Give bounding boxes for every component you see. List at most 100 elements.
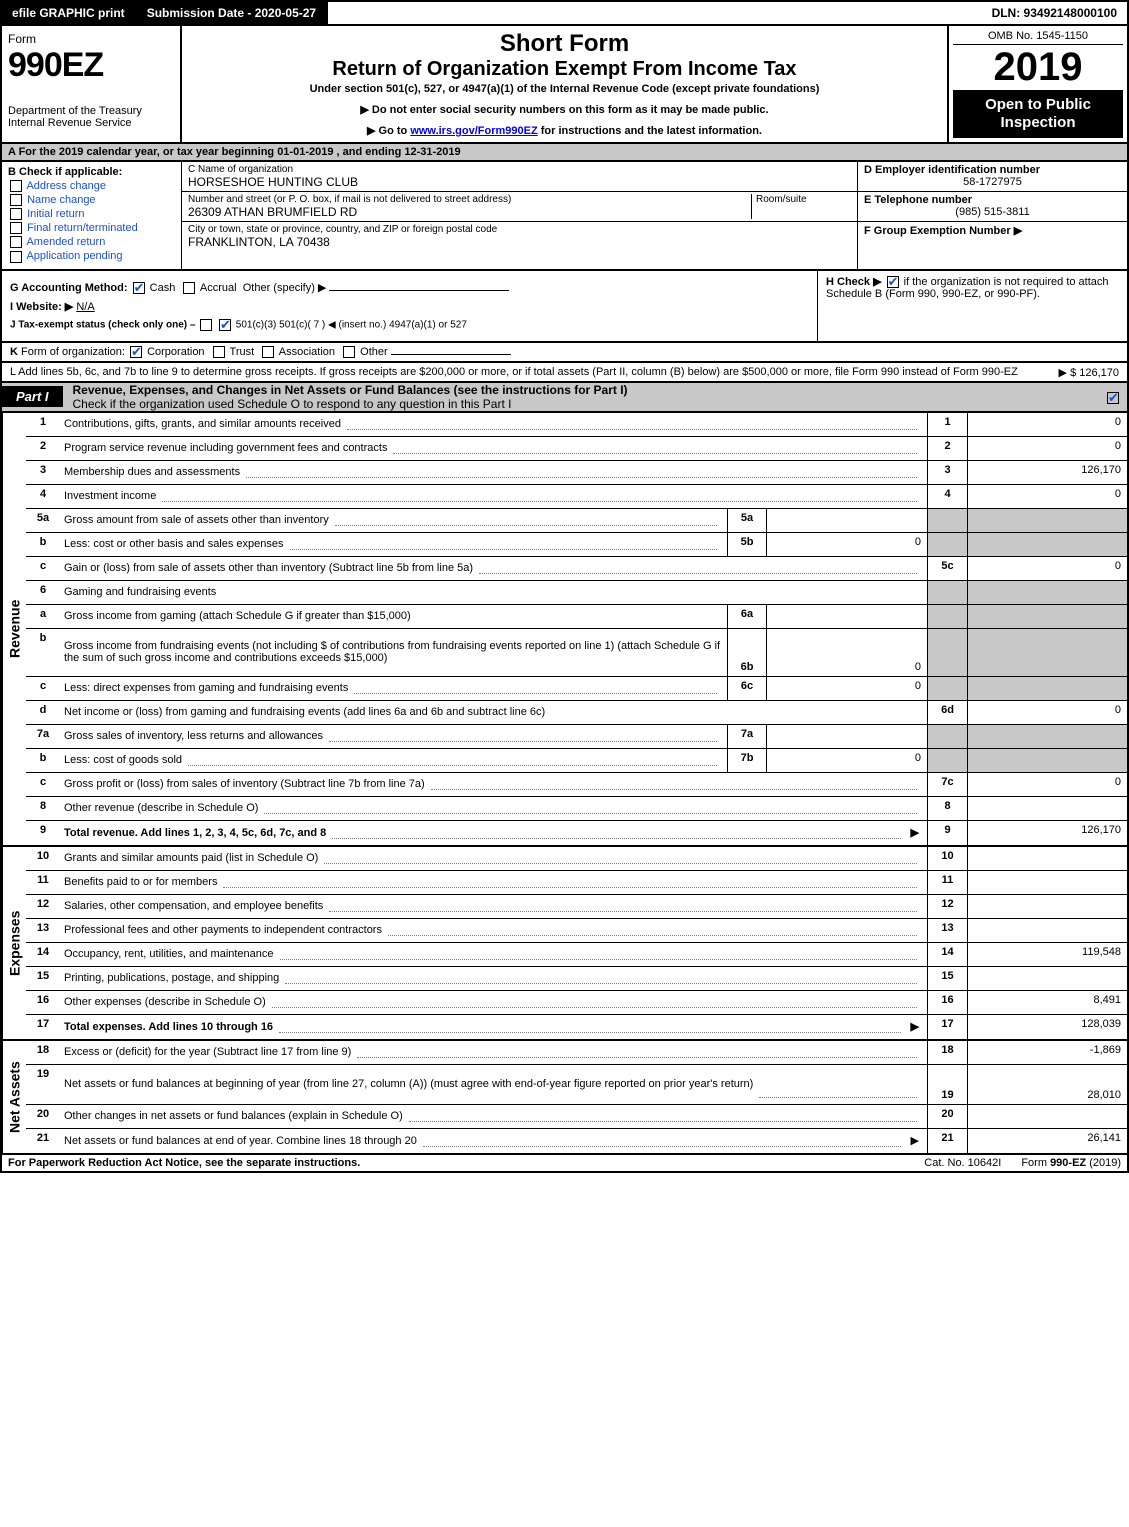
- chk-initial-return[interactable]: Initial return: [8, 208, 175, 220]
- r1-num: 1: [26, 413, 60, 436]
- r5c-rn: 5c: [927, 557, 967, 580]
- chk-amended-return[interactable]: Amended return: [8, 236, 175, 248]
- r6-num: 6: [26, 581, 60, 604]
- row-l: L Add lines 5b, 6c, and 7b to line 9 to …: [0, 363, 1129, 383]
- chk-501c[interactable]: [219, 319, 231, 331]
- r14-num: 14: [26, 943, 60, 966]
- row-13: 13 Professional fees and other payments …: [26, 919, 1127, 943]
- e-tel-value: (985) 515-3811: [864, 206, 1121, 218]
- r8-rn: 8: [927, 797, 967, 820]
- warning-line-1: ▶ Do not enter social security numbers o…: [190, 103, 939, 116]
- r7a-mv: [767, 725, 927, 748]
- g-accounting-line: G Accounting Method: Cash Accrual Other …: [10, 281, 809, 294]
- chk-501c3[interactable]: [200, 319, 212, 331]
- row-7c: c Gross profit or (loss) from sales of i…: [26, 773, 1127, 797]
- r6a-desc: Gross income from gaming (attach Schedul…: [60, 605, 727, 628]
- r6b-rv: [967, 629, 1127, 676]
- j-opts: 501(c)(3) 501(c)( 7 ) ◀ (insert no.) 494…: [236, 319, 467, 330]
- r5b-mn: 5b: [727, 533, 767, 556]
- chk-trust[interactable]: [213, 346, 225, 358]
- chk-application-pending[interactable]: Application pending: [8, 250, 175, 262]
- expenses-body: 10 Grants and similar amounts paid (list…: [26, 847, 1127, 1039]
- r6b-mv: 0: [767, 629, 927, 676]
- e-tel-row: E Telephone number (985) 515-3811: [858, 192, 1127, 222]
- chk-association[interactable]: [262, 346, 274, 358]
- chk-final-return-label: Final return/terminated: [27, 222, 138, 234]
- r7a-desc: Gross sales of inventory, less returns a…: [60, 725, 727, 748]
- row-3: 3 Membership dues and assessments 3 126,…: [26, 461, 1127, 485]
- r5a-num: 5a: [26, 509, 60, 532]
- r7c-desc: Gross profit or (loss) from sales of inv…: [60, 773, 927, 796]
- r3-num: 3: [26, 461, 60, 484]
- r3-rn: 3: [927, 461, 967, 484]
- r7b-mv: 0: [767, 749, 927, 772]
- chk-other-org[interactable]: [343, 346, 355, 358]
- r11-rn: 11: [927, 871, 967, 894]
- r21-desc: Net assets or fund balances at end of ye…: [60, 1129, 927, 1153]
- r7c-rn: 7c: [927, 773, 967, 796]
- r17-desc: Total expenses. Add lines 10 through 16▶: [60, 1015, 927, 1039]
- r12-desc: Salaries, other compensation, and employ…: [60, 895, 927, 918]
- r6b-num: b: [26, 629, 60, 676]
- c-city-value: FRANKLINTON, LA 70438: [188, 235, 851, 249]
- part-1-sub: Check if the organization used Schedule …: [73, 397, 512, 411]
- chk-cash[interactable]: [133, 282, 145, 294]
- block-ghij: G Accounting Method: Cash Accrual Other …: [0, 271, 1129, 343]
- submission-date-button[interactable]: Submission Date - 2020-05-27: [137, 2, 328, 24]
- r6d-desc: Net income or (loss) from gaming and fun…: [60, 701, 927, 724]
- r19-desc: Net assets or fund balances at beginning…: [60, 1065, 927, 1104]
- form-number: 990EZ: [8, 46, 174, 85]
- chk-schedule-o[interactable]: [1107, 392, 1119, 404]
- row-a-tax-year: A For the 2019 calendar year, or tax yea…: [0, 144, 1129, 162]
- efile-print-button[interactable]: efile GRAPHIC print: [2, 2, 137, 24]
- chk-address-change[interactable]: Address change: [8, 180, 175, 192]
- r5a-mn: 5a: [727, 509, 767, 532]
- row-7b: b Less: cost of goods sold 7b 0: [26, 749, 1127, 773]
- chk-accrual[interactable]: [183, 282, 195, 294]
- r8-rv: [967, 797, 1127, 820]
- chk-name-change[interactable]: Name change: [8, 194, 175, 206]
- chk-schedule-b[interactable]: [887, 276, 899, 288]
- g-label: G Accounting Method:: [10, 282, 128, 294]
- r7b-rv: [967, 749, 1127, 772]
- form-header-center: Short Form Return of Organization Exempt…: [182, 26, 947, 142]
- r16-rn: 16: [927, 991, 967, 1014]
- r11-desc: Benefits paid to or for members: [60, 871, 927, 894]
- c-name-label: C Name of organization: [188, 164, 851, 175]
- netassets-table: Net Assets 18 Excess or (deficit) for th…: [0, 1041, 1129, 1155]
- irs-link[interactable]: www.irs.gov/Form990EZ: [410, 125, 537, 137]
- r14-desc: Occupancy, rent, utilities, and maintena…: [60, 943, 927, 966]
- r6-desc: Gaming and fundraising events: [60, 581, 927, 604]
- r7c-num: c: [26, 773, 60, 796]
- row-7a: 7a Gross sales of inventory, less return…: [26, 725, 1127, 749]
- row-10: 10 Grants and similar amounts paid (list…: [26, 847, 1127, 871]
- form-word: Form: [8, 32, 174, 46]
- r20-desc: Other changes in net assets or fund bala…: [60, 1105, 927, 1128]
- r10-desc: Grants and similar amounts paid (list in…: [60, 847, 927, 870]
- other-org-field[interactable]: [391, 354, 511, 355]
- r6c-rn: [927, 677, 967, 700]
- r4-desc: Investment income: [60, 485, 927, 508]
- row-6c: c Less: direct expenses from gaming and …: [26, 677, 1127, 701]
- accrual-label: Accrual: [200, 282, 237, 294]
- r6c-mn: 6c: [727, 677, 767, 700]
- chk-corporation[interactable]: [130, 346, 142, 358]
- chk-final-return[interactable]: Final return/terminated: [8, 222, 175, 234]
- r1-rn: 1: [927, 413, 967, 436]
- r6d-rn: 6d: [927, 701, 967, 724]
- f-group-row: F Group Exemption Number ▶: [858, 222, 1127, 252]
- r15-rv: [967, 967, 1127, 990]
- r5c-desc: Gain or (loss) from sale of assets other…: [60, 557, 927, 580]
- r14-rn: 14: [927, 943, 967, 966]
- d-ein-label: D Employer identification number: [864, 164, 1121, 176]
- r6a-rn: [927, 605, 967, 628]
- r12-rn: 12: [927, 895, 967, 918]
- r11-rv: [967, 871, 1127, 894]
- r16-desc: Other expenses (describe in Schedule O): [60, 991, 927, 1014]
- other-specify-field[interactable]: [329, 290, 509, 291]
- r19-rv: 28,010: [967, 1065, 1127, 1104]
- ghij-right: H Check ▶ if the organization is not req…: [817, 271, 1127, 341]
- expenses-table: Expenses 10 Grants and similar amounts p…: [0, 847, 1129, 1041]
- l-text: L Add lines 5b, 6c, and 7b to line 9 to …: [10, 366, 1018, 378]
- c-city-label: City or town, state or province, country…: [188, 224, 851, 235]
